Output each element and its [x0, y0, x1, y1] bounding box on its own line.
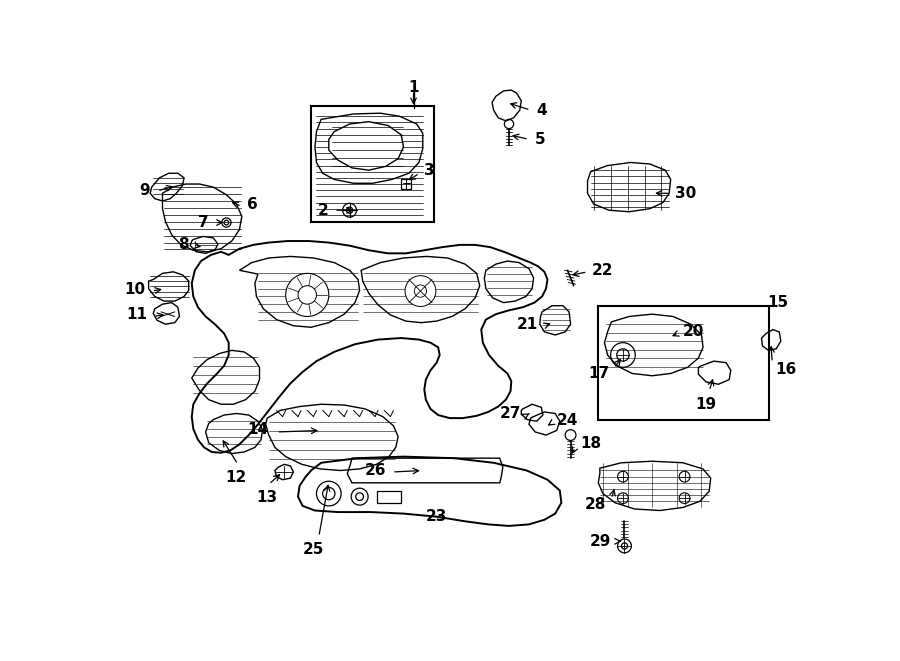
Circle shape	[285, 274, 328, 317]
Text: 21: 21	[517, 317, 538, 332]
Text: 20: 20	[683, 325, 705, 339]
Text: 29: 29	[590, 534, 610, 549]
Circle shape	[405, 276, 436, 307]
Text: 25: 25	[302, 542, 324, 557]
Bar	[598, 307, 770, 420]
Text: 6: 6	[248, 198, 258, 212]
Text: 13: 13	[256, 490, 278, 505]
Text: 27: 27	[500, 406, 521, 421]
Text: 22: 22	[592, 263, 614, 278]
Text: 1: 1	[409, 79, 419, 95]
Polygon shape	[328, 122, 403, 170]
Text: 4: 4	[536, 102, 547, 118]
Text: 11: 11	[126, 307, 147, 323]
Bar	[376, 490, 401, 503]
Text: 16: 16	[776, 362, 796, 377]
Text: 8: 8	[178, 237, 189, 252]
Text: 30: 30	[675, 186, 697, 201]
Text: 2: 2	[318, 203, 328, 217]
Text: 10: 10	[124, 282, 146, 297]
Text: 17: 17	[588, 366, 609, 381]
Text: 3: 3	[424, 163, 435, 178]
Bar	[311, 106, 435, 222]
Text: 15: 15	[768, 295, 788, 310]
Bar	[401, 179, 411, 188]
Text: 5: 5	[535, 132, 545, 147]
Text: 18: 18	[580, 436, 601, 451]
Text: 19: 19	[696, 397, 716, 412]
Text: 23: 23	[426, 509, 447, 524]
Text: 24: 24	[557, 413, 578, 428]
Text: 26: 26	[364, 463, 386, 478]
Text: 12: 12	[226, 471, 247, 485]
Text: 9: 9	[140, 184, 150, 198]
Text: 14: 14	[248, 422, 269, 437]
Text: 28: 28	[585, 497, 606, 512]
Text: 7: 7	[198, 215, 209, 230]
